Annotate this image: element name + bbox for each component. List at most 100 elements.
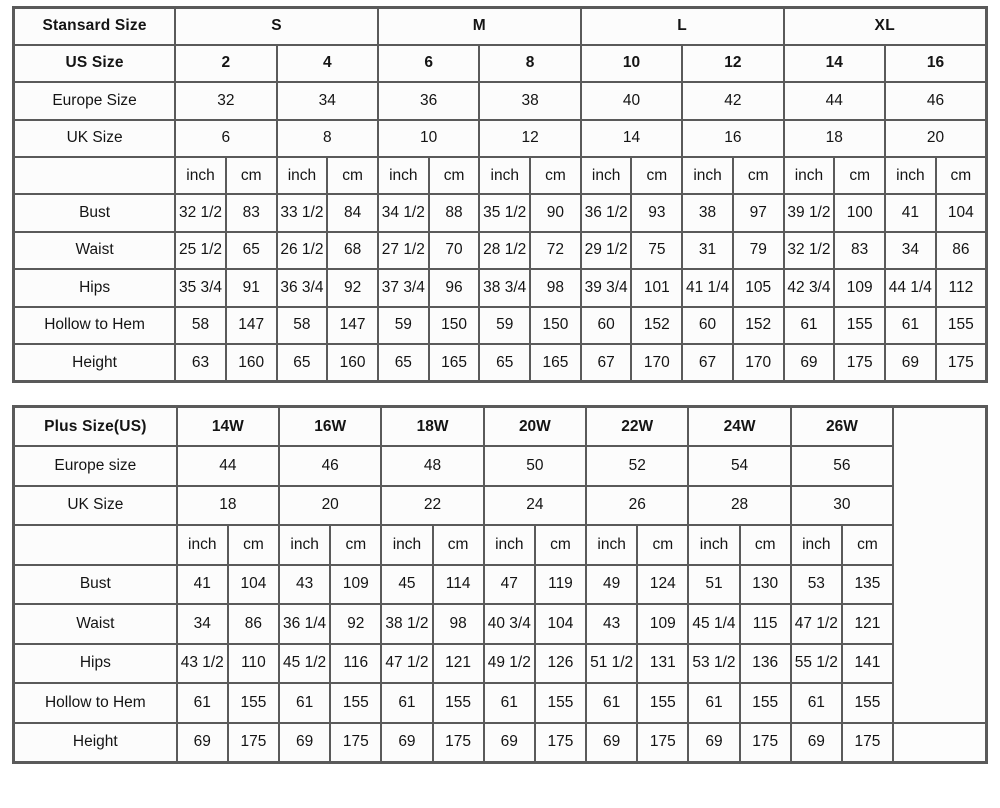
measure-cell: 65 bbox=[224, 230, 278, 270]
measure-cell: 43 bbox=[278, 563, 332, 605]
measure-cell: 65 bbox=[376, 343, 430, 383]
measure-cell: 101 bbox=[630, 268, 684, 308]
uk-size-cell: 22 bbox=[380, 484, 485, 526]
row-label-hollow-to-hem: Hollow to Hem bbox=[12, 682, 178, 724]
measure-cell: 155 bbox=[840, 682, 895, 724]
plus-size-table: Plus Size(US) 14W 16W 18W 20W 22W 24W 26… bbox=[12, 405, 988, 764]
measure-cell: 150 bbox=[529, 305, 582, 345]
measure-cell: 175 bbox=[636, 721, 690, 763]
measure-cell: 126 bbox=[533, 642, 588, 684]
measure-cell: 91 bbox=[224, 268, 278, 308]
europe-size-cell: 36 bbox=[376, 81, 481, 121]
measure-cell: 136 bbox=[738, 642, 792, 684]
europe-size-cell: 52 bbox=[585, 445, 690, 487]
unit-label: cm bbox=[529, 156, 582, 195]
uk-size-cell: 12 bbox=[478, 118, 582, 158]
measure-cell: 175 bbox=[329, 721, 383, 763]
plus-size-cell: 20W bbox=[482, 405, 588, 447]
standard-size-table: Stansard Size S M L XL US Size 2 4 6 8 1… bbox=[12, 6, 988, 383]
measure-cell: 69 bbox=[782, 343, 836, 383]
measure-cell: 41 bbox=[175, 563, 229, 605]
measure-cell: 60 bbox=[681, 305, 734, 345]
measure-cell: 58 bbox=[275, 305, 329, 345]
unit-label: cm bbox=[731, 156, 785, 195]
uk-size-cell: 20 bbox=[278, 484, 383, 526]
measure-cell: 130 bbox=[738, 563, 792, 605]
measure-cell: 110 bbox=[226, 642, 281, 684]
measure-cell: 90 bbox=[529, 193, 582, 233]
table-row-group-header: Stansard Size S M L XL bbox=[12, 6, 988, 46]
measure-cell: 116 bbox=[329, 642, 383, 684]
measure-cell: 49 bbox=[585, 563, 639, 605]
table-row-plus-uk-size: UK Size 18 20 22 24 26 28 30 bbox=[12, 484, 987, 526]
measure-cell: 69 bbox=[789, 721, 843, 763]
measure-cell: 32 1/2 bbox=[782, 230, 836, 270]
unit-label: cm bbox=[840, 524, 895, 566]
table-row-plus-hollow-to-hem: Hollow to Hem 61 155 61 155 61 155 61 15… bbox=[12, 682, 987, 724]
europe-size-cell: 34 bbox=[275, 81, 379, 121]
measure-cell: 59 bbox=[376, 305, 430, 345]
unit-label: cm bbox=[630, 156, 684, 195]
uk-size-cell: 6 bbox=[174, 118, 278, 158]
measure-cell: 175 bbox=[738, 721, 792, 763]
uk-size-cell: 26 bbox=[585, 484, 690, 526]
measure-cell: 61 bbox=[482, 682, 536, 724]
row-label-us-size: US Size bbox=[12, 43, 177, 83]
europe-size-cell: 38 bbox=[478, 81, 582, 121]
table-row-plus-hips: Hips 43 1/2 110 45 1/2 116 47 1/2 121 49… bbox=[12, 642, 987, 684]
measure-cell: 69 bbox=[687, 721, 741, 763]
unit-label: cm bbox=[533, 524, 588, 566]
measure-cell: 104 bbox=[934, 193, 988, 233]
measure-cell: 69 bbox=[175, 721, 229, 763]
measure-cell: 170 bbox=[731, 343, 785, 383]
measure-cell: 67 bbox=[579, 343, 633, 383]
row-label-waist: Waist bbox=[12, 603, 178, 645]
measure-cell: 65 bbox=[275, 343, 329, 383]
measure-cell: 42 3/4 bbox=[782, 268, 836, 308]
row-label-hips: Hips bbox=[12, 268, 177, 308]
measure-cell: 83 bbox=[833, 230, 886, 270]
uk-size-cell: 18 bbox=[175, 484, 281, 526]
europe-size-cell: 40 bbox=[579, 81, 684, 121]
unit-label: inch bbox=[380, 524, 434, 566]
uk-size-cell: 30 bbox=[789, 484, 895, 526]
measure-cell: 170 bbox=[630, 343, 684, 383]
measure-cell: 55 1/2 bbox=[789, 642, 843, 684]
unit-label: inch bbox=[478, 156, 532, 195]
measure-cell: 175 bbox=[934, 343, 988, 383]
us-size-cell: 10 bbox=[579, 43, 684, 83]
unit-label: inch bbox=[376, 156, 430, 195]
europe-size-cell: 50 bbox=[482, 445, 588, 487]
unit-label: cm bbox=[934, 156, 988, 195]
measure-cell: 28 1/2 bbox=[478, 230, 532, 270]
unit-label: inch bbox=[884, 156, 937, 195]
measure-cell: 97 bbox=[731, 193, 785, 233]
unit-label: cm bbox=[636, 524, 690, 566]
measure-cell: 32 1/2 bbox=[174, 193, 227, 233]
measure-cell: 36 3/4 bbox=[275, 268, 329, 308]
uk-size-cell: 28 bbox=[687, 484, 792, 526]
measure-cell: 96 bbox=[427, 268, 481, 308]
measure-cell: 165 bbox=[427, 343, 481, 383]
plus-size-cell: 22W bbox=[585, 405, 690, 447]
measure-cell: 27 1/2 bbox=[376, 230, 430, 270]
unit-label: inch bbox=[789, 524, 843, 566]
europe-size-cell: 44 bbox=[782, 81, 887, 121]
table-row-plus-waist: Waist 34 86 36 1/4 92 38 1/2 98 40 3/4 1… bbox=[12, 603, 987, 645]
table-divider-gap bbox=[12, 383, 986, 405]
unit-label: inch bbox=[585, 524, 639, 566]
measure-cell: 25 1/2 bbox=[174, 230, 227, 270]
measure-cell: 98 bbox=[431, 603, 485, 645]
unit-label: cm bbox=[738, 524, 792, 566]
measure-cell: 131 bbox=[636, 642, 690, 684]
measure-cell: 69 bbox=[380, 721, 434, 763]
measure-cell: 47 1/2 bbox=[789, 603, 843, 645]
measure-cell: 68 bbox=[326, 230, 379, 270]
measure-cell: 75 bbox=[630, 230, 684, 270]
row-label-bust: Bust bbox=[12, 563, 178, 605]
unit-label: cm bbox=[329, 524, 383, 566]
measure-cell: 60 bbox=[579, 305, 633, 345]
uk-size-cell: 14 bbox=[579, 118, 684, 158]
row-label-waist: Waist bbox=[12, 230, 177, 270]
us-size-cell: 16 bbox=[884, 43, 988, 83]
